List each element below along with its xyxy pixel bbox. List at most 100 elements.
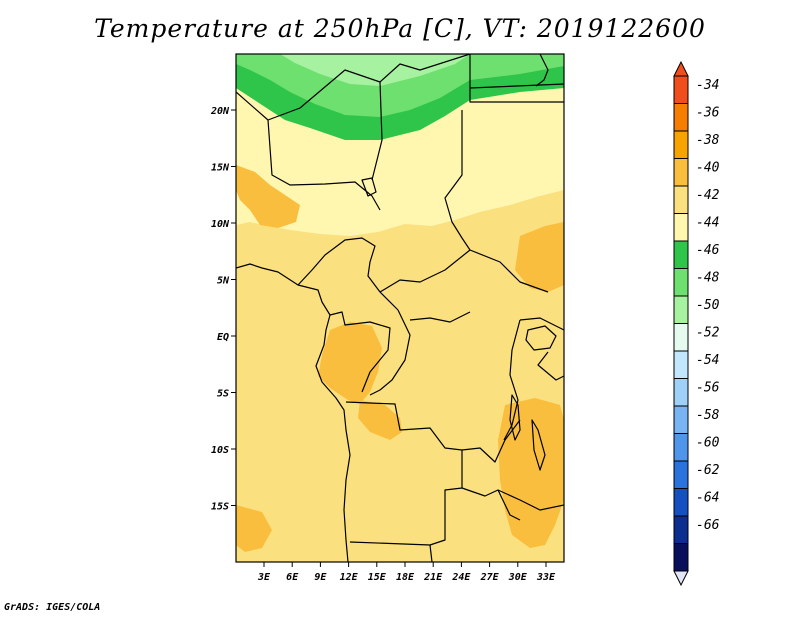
- legend-color-box: [673, 405, 689, 434]
- west-african-coastline: [236, 263, 351, 562]
- legend-color-box: [673, 213, 689, 242]
- legend-label: -46: [696, 243, 720, 258]
- lon-label: 9E: [314, 572, 327, 583]
- red-sea-coast: [535, 54, 549, 87]
- congo-drc-border: [369, 309, 411, 396]
- legend-color-box: [673, 240, 689, 269]
- legend-label: -48: [696, 271, 720, 286]
- lake-tanganyika-outline: [509, 394, 521, 441]
- field-band-minus-44: [236, 54, 564, 140]
- river-congo: [409, 311, 471, 323]
- field-band-minus-48: [280, 54, 470, 86]
- country-boundaries: [236, 54, 564, 562]
- legend-label: -36: [696, 106, 720, 121]
- sudan-east-border: [469, 83, 564, 89]
- legend-color-box: [673, 268, 689, 297]
- legend-label: -44: [696, 216, 719, 231]
- angola-zambia-border: [349, 450, 463, 546]
- lake-malawi-outline: [531, 419, 546, 471]
- gabon-border: [329, 311, 391, 393]
- lake-victoria-outline: [525, 325, 557, 351]
- field-band-minus-46: [236, 54, 564, 117]
- zambia-zimbabwe-border: [461, 487, 521, 521]
- legend-label: -64: [696, 491, 719, 506]
- grads-credit: GrADS: IGES/COLA: [4, 602, 101, 613]
- lat-label: 15S: [211, 502, 229, 513]
- legend-label: -38: [696, 133, 720, 148]
- chad-sudan-border: [444, 110, 471, 251]
- lat-label: 20N: [210, 106, 230, 117]
- warm-patch-sw: [236, 505, 272, 552]
- warm-patch-east: [498, 398, 564, 548]
- legend-color-box: [673, 158, 689, 187]
- warm-patch-ne: [515, 222, 564, 292]
- legend-color-box: [673, 488, 689, 517]
- legend-color-box: [673, 350, 689, 379]
- north-border: [236, 54, 471, 121]
- legend-color-box: [673, 103, 689, 132]
- lon-label: 12E: [340, 572, 359, 583]
- field-band-minus-40: [236, 54, 564, 562]
- lat-label: 10N: [211, 219, 230, 230]
- lat-label: EQ: [217, 332, 229, 343]
- great-lakes-east-border: [503, 319, 521, 441]
- color-legend: -34 -36 -38 -40 -42 -44 -46 -48 -50 -52 -54 -56 -58 -…: [673, 60, 720, 587]
- lon-label: 27E: [480, 572, 500, 583]
- axis-ticks: [231, 109, 547, 567]
- lon-label: 18E: [396, 572, 415, 583]
- legend-label: -58: [696, 408, 720, 423]
- lon-label: 6E: [286, 572, 299, 583]
- map-title: Temperature at 250hPa [C], VT: 201912260…: [94, 14, 706, 43]
- legend-color-box: [673, 543, 689, 572]
- legend-color-box: [673, 185, 689, 214]
- legend-label: -34: [696, 78, 719, 93]
- latitude-labels: 20N 15N 10N 5N EQ 5S 10S 15S: [210, 106, 230, 513]
- lon-label: 30E: [508, 572, 528, 583]
- legend-color-box: [673, 75, 689, 104]
- lat-label: 5S: [217, 389, 229, 400]
- mali-niger-border: [267, 119, 381, 211]
- legend-color-box: [673, 323, 689, 352]
- longitude-labels: 3E 6E 9E 12E 15E 18E 21E 24E 27E 30E 33E: [257, 572, 556, 583]
- legend-bottom-arrow: [673, 570, 689, 587]
- legend-color-box: [673, 515, 689, 544]
- legend-label: -40: [696, 161, 720, 176]
- temperature-field: [236, 54, 564, 562]
- lat-label: 5N: [217, 276, 230, 287]
- field-band-minus-42: [236, 54, 564, 236]
- warm-patch-nw: [236, 165, 300, 228]
- zambia-drc-border: [461, 419, 521, 463]
- libya-chad-border: [371, 81, 383, 181]
- legend-label: -56: [696, 381, 720, 396]
- map-frame: [235, 53, 565, 563]
- lon-label: 33E: [536, 572, 556, 583]
- lat-label: 15N: [211, 163, 230, 174]
- legend-label: -50: [696, 298, 720, 313]
- egypt-sudan-border: [469, 54, 564, 103]
- legend-top-arrow: [673, 60, 689, 77]
- uganda-kenya-border: [519, 317, 564, 331]
- lon-label: 21E: [423, 572, 443, 583]
- car-border: [379, 249, 549, 293]
- tanzania-mozambique-border: [537, 351, 564, 381]
- botswana-namibia-border: [429, 544, 433, 562]
- lon-label: 3E: [257, 572, 271, 583]
- legend-color-box: [673, 378, 689, 407]
- legend-label: -52: [696, 326, 720, 341]
- legend-label: -66: [696, 518, 720, 533]
- warm-patch-angola: [358, 400, 402, 440]
- legend-label: -54: [696, 353, 719, 368]
- legend-color-box: [673, 295, 689, 324]
- drc-angola-border: [345, 401, 463, 451]
- legend-color-box: [673, 130, 689, 159]
- lon-label: 24E: [451, 572, 471, 583]
- lat-label: 10S: [211, 445, 229, 456]
- legend-label: -42: [696, 188, 720, 203]
- mozambique-zimbabwe-border: [497, 489, 564, 511]
- warm-patch-coast: [318, 322, 382, 404]
- nigeria-cameroon-border: [297, 237, 399, 311]
- lake-chad-outline: [361, 177, 377, 197]
- legend-color-box: [673, 433, 689, 462]
- legend-label: -62: [696, 463, 720, 478]
